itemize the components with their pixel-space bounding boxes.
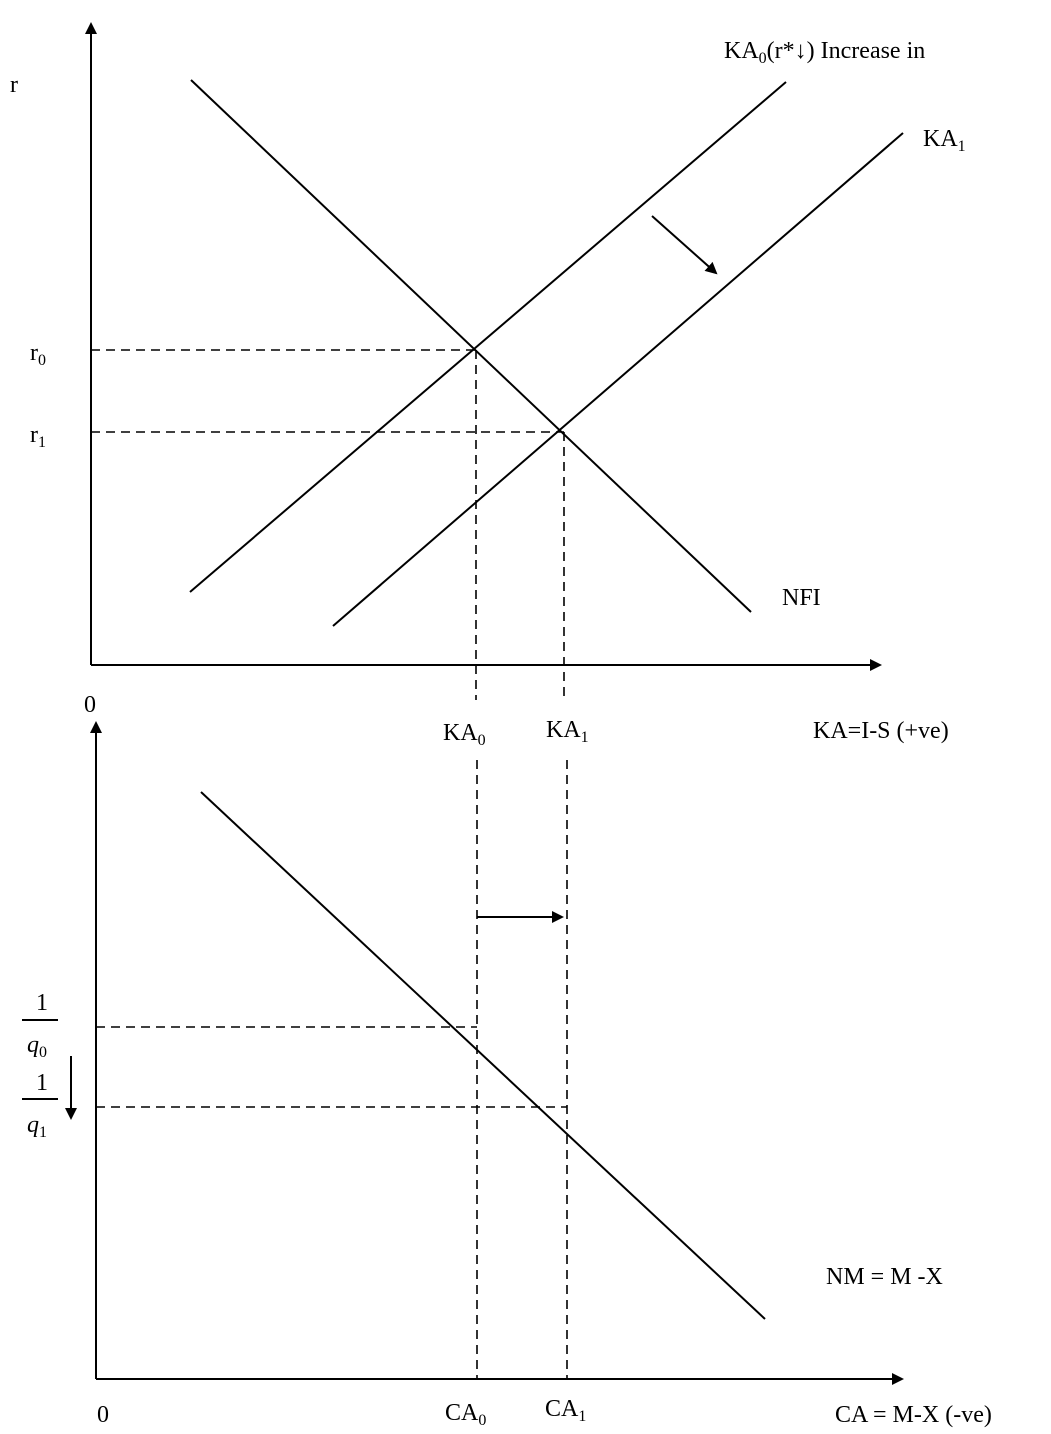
bottom-origin-label: 0 — [97, 1402, 109, 1428]
y-axis-label-r: r — [10, 72, 18, 98]
r0-label: r0 — [30, 340, 46, 369]
q0-denominator: q0 — [27, 1032, 47, 1061]
top-x-axis-label: KA=I-S (+ve) — [813, 718, 949, 744]
ka1-curve-label: KA1 — [923, 126, 966, 155]
top-origin-label: 0 — [84, 692, 96, 718]
ka0-tick-label: KA0 — [443, 720, 486, 749]
q1-numerator: 1 — [36, 1070, 48, 1096]
curve-shift-arrow — [651, 215, 718, 275]
ka1-tick-label: KA1 — [546, 717, 589, 746]
q1-denominator: q1 — [27, 1112, 47, 1141]
ka0-curve — [189, 81, 787, 593]
nm-curve — [200, 791, 766, 1320]
bottom-x-axis-label: CA = M-X (-ve) — [835, 1402, 992, 1428]
ka0-curve-label: KA0(r*↓) Increase in — [724, 38, 925, 67]
nfi-label: NFI — [782, 585, 821, 611]
r1-label: r1 — [30, 422, 46, 451]
ca0-tick-label: CA0 — [445, 1400, 486, 1429]
ca1-tick-label: CA1 — [545, 1396, 586, 1425]
q0-numerator: 1 — [36, 990, 48, 1016]
ka1-curve — [332, 132, 904, 627]
nm-label: NM = M -X — [826, 1264, 943, 1290]
nfi-curve — [190, 79, 752, 613]
